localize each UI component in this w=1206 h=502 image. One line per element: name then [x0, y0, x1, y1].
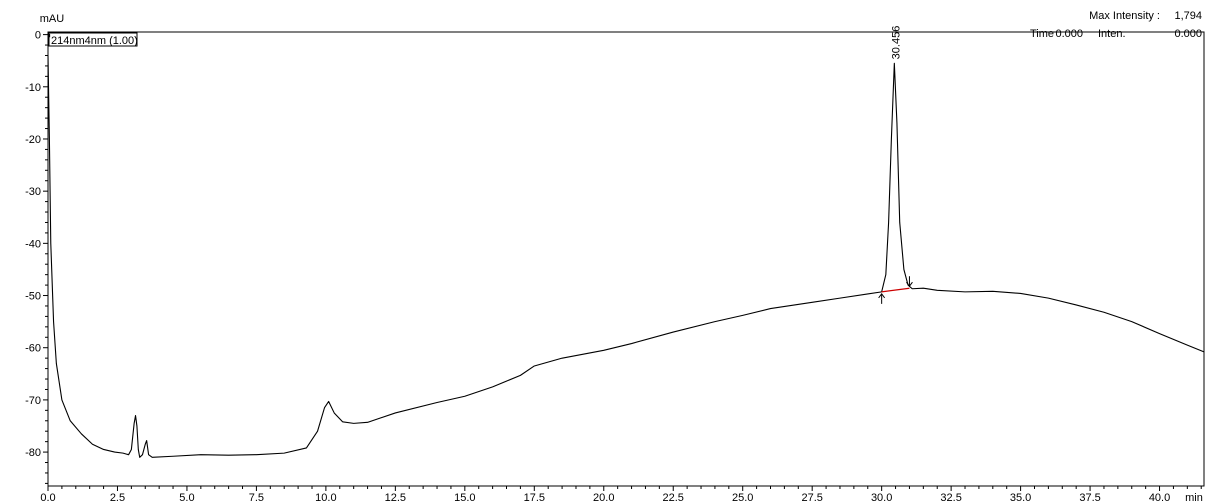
time-value: 0.000 [1055, 28, 1083, 40]
x-tick-label: 5.0 [179, 492, 194, 502]
x-tick-label: 15.0 [454, 492, 475, 502]
channel-legend-box [48, 32, 138, 47]
max-intensity-value: 1,794 [1174, 10, 1202, 22]
x-tick-label: 32.5 [940, 492, 961, 502]
channel-legend-label: 214nm4nm (1.00) [51, 35, 138, 47]
y-tick-label: -80 [25, 447, 41, 459]
y-tick-label: -70 [25, 395, 41, 407]
x-tick-label: 25.0 [732, 492, 753, 502]
x-tick-label: 2.5 [110, 492, 125, 502]
x-tick-label: 12.5 [385, 492, 406, 502]
max-intensity-label: Max Intensity : [1089, 10, 1160, 22]
y-tick-label: -50 [25, 291, 41, 303]
y-tick-label: -40 [25, 238, 41, 250]
intensity-value: 0.000 [1174, 28, 1202, 40]
x-axis: 0.0 2.5 5.0 7.5 10.0 12.5 15.0 17.5 20.0 22.5 25.0… [40, 486, 1202, 502]
x-tick-label: 17.5 [524, 492, 545, 502]
y-axis: 0 -10 -20 -30 -40 -50 -60 -70 -80 [25, 30, 48, 484]
time-label: Time [1030, 28, 1054, 40]
intensity-label: Inten. [1098, 28, 1126, 40]
peak-baseline [881, 287, 910, 293]
y-tick-label: -60 [25, 343, 41, 355]
x-tick-label: 22.5 [663, 492, 684, 502]
y-tick-label: -30 [25, 186, 41, 198]
peak-retention-label: 30.456 [890, 26, 902, 60]
x-tick-label: 0.0 [40, 492, 55, 502]
x-tick-label: 40.0 [1149, 492, 1170, 502]
x-unit-label: min [1185, 492, 1203, 502]
plot-frame [47, 31, 1205, 487]
x-tick-label: 37.5 [1079, 492, 1100, 502]
x-tick-label: 20.0 [593, 492, 614, 502]
x-tick-label: 35.0 [1010, 492, 1031, 502]
peak-end-marker [906, 276, 913, 288]
y-tick-label: -20 [25, 134, 41, 146]
x-tick-label: 27.5 [801, 492, 822, 502]
x-tick-label: 7.5 [249, 492, 264, 502]
chromatogram-trace [47, 55, 1205, 458]
peak-start-marker [878, 293, 886, 304]
plot-area: 30.456 [47, 26, 1205, 458]
y-tick-label: -10 [25, 82, 41, 94]
x-tick-label: 30.0 [871, 492, 892, 502]
y-unit-label: mAU [40, 13, 65, 25]
x-tick-label: 10.0 [315, 492, 336, 502]
y-tick-label: 0 [35, 30, 41, 42]
